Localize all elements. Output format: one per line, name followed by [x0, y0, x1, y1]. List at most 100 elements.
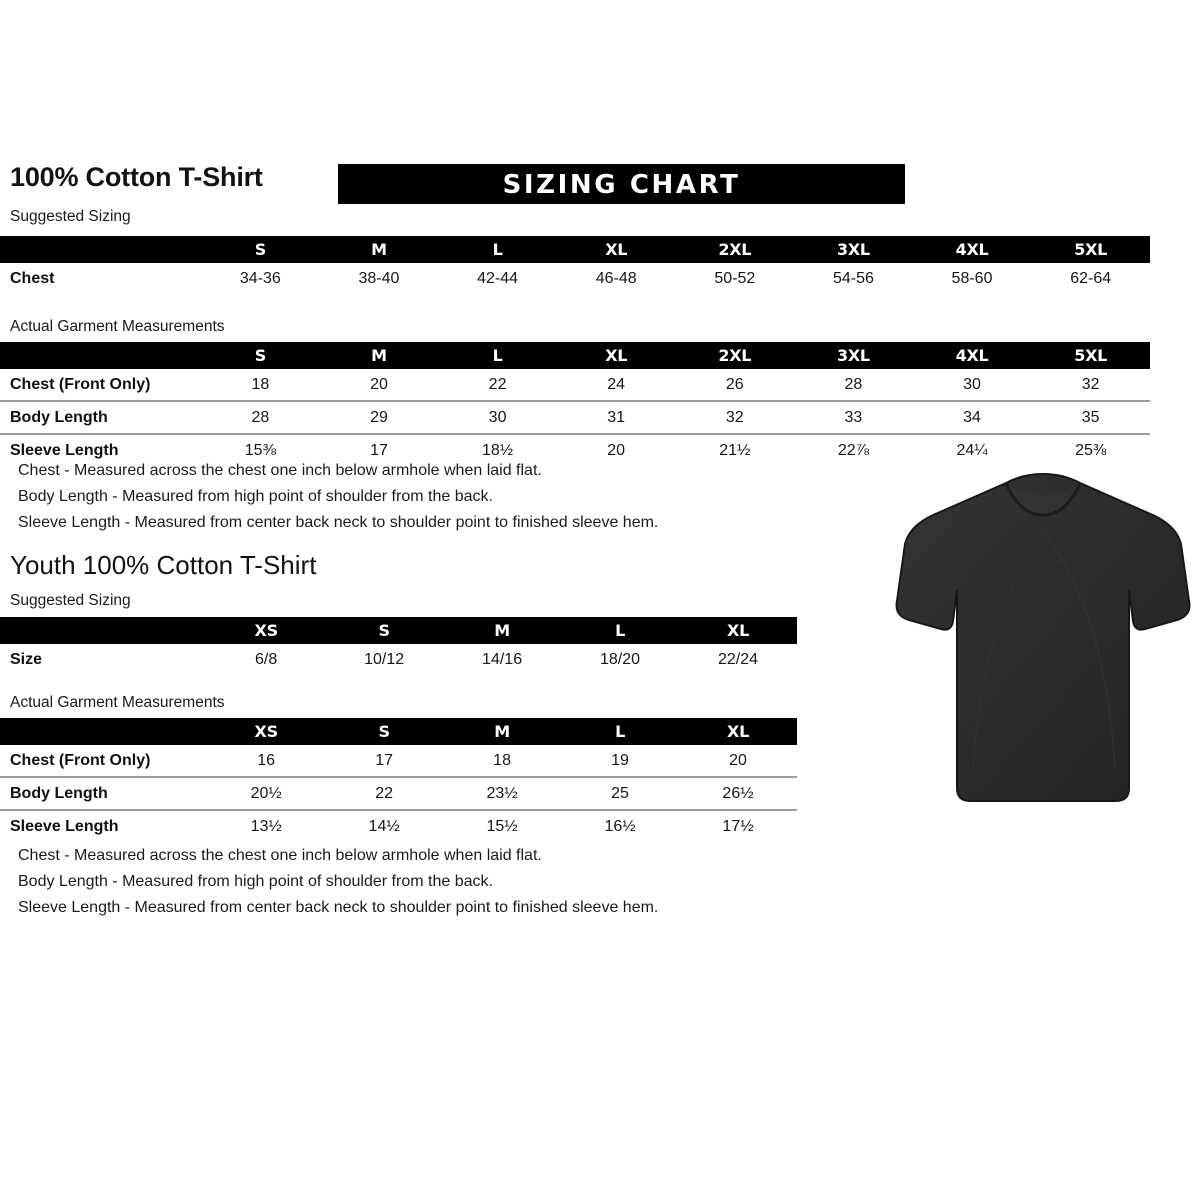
adult-note-1: Chest - Measured across the chest one in… [18, 462, 542, 479]
column-header-2xl: 2XL [675, 236, 795, 263]
youth-suggested-sizing-table: XS S M L XL Size 6/8 10/12 14/16 18/20 22/24 [0, 617, 797, 676]
cell-3xl: 28 [844, 375, 863, 393]
adult-note-3: Sleeve Length - Measured from center bac… [18, 514, 659, 531]
column-header-s: S [201, 236, 320, 263]
table-row: Chest (Front Only) 16 17 18 19 20 [0, 745, 797, 777]
youth-measurements-caption: Actual Garment Measurements [10, 694, 225, 711]
column-header-5xl: 5XL [1031, 342, 1150, 369]
cell-m: 20 [370, 375, 388, 393]
column-header-m: M [443, 718, 562, 745]
column-header-xl: XL [556, 342, 676, 369]
cell-m: 18 [493, 751, 511, 769]
adult-measurements-caption: Actual Garment Measurements [10, 318, 225, 335]
column-header-xl: XL [556, 236, 676, 263]
table-row: Size 6/8 10/12 14/16 18/20 22/24 [0, 644, 797, 676]
cell-m: 38-40 [358, 270, 400, 287]
youth-suggested-body: XS S M L XL Size 6/8 10/12 14/16 18/20 22/24 [0, 617, 797, 676]
column-header-m: M [319, 236, 439, 263]
column-header-s: S [325, 617, 444, 644]
adult-measurement-notes: Chest - Measured across the chest one in… [18, 458, 658, 536]
row-label: Size [10, 651, 43, 668]
column-header-4xl: 4XL [912, 342, 1032, 369]
cell-l: 42-44 [477, 270, 519, 287]
youth-measure-header-corner [0, 718, 208, 745]
cell-4xl: 34 [912, 400, 1032, 434]
cell-xl: 17½ [679, 809, 797, 842]
adult-note-2: Body Length - Measured from high point o… [18, 488, 493, 505]
adult-measure-header-row: S M L XL 2XL 3XL 4XL 5XL [0, 342, 1150, 369]
column-header-xl: XL [679, 718, 797, 745]
cell-xl: 24 [607, 375, 626, 393]
table-row: Chest (Front Only) 18 20 22 24 26 28 30 32 [0, 369, 1150, 401]
cell-s: 17 [375, 751, 394, 769]
youth-suggested-header-corner [0, 617, 208, 644]
cell-m: 15½ [443, 809, 562, 842]
cell-4xl: 58-60 [951, 270, 993, 287]
cell-5xl: 35 [1031, 400, 1150, 434]
adult-suggested-caption: Suggested Sizing [10, 208, 131, 225]
column-header-3xl: 3XL [794, 342, 913, 369]
table-row: Body Length 20½ 22 23½ 25 26½ [0, 776, 797, 810]
column-header-2xl: 2XL [675, 342, 795, 369]
cell-l: 16½ [561, 809, 679, 842]
table-row: Chest 34-36 38-40 42-44 46-48 50-52 54-56 58-60… [0, 263, 1150, 295]
youth-suggested-caption: Suggested Sizing [10, 592, 131, 609]
youth-suggested-header-row: XS S M L XL [0, 617, 797, 644]
youth-note-2: Body Length - Measured from high point o… [18, 873, 493, 890]
cell-xl: 26½ [679, 776, 797, 810]
youth-note-3: Sleeve Length - Measured from center bac… [18, 899, 659, 916]
adult-suggested-body: S M L XL 2XL 3XL 4XL 5XL Chest 34-36 38-40 42-44 46-… [0, 236, 1150, 295]
column-header-s: S [201, 342, 320, 369]
cell-2xl: 50-52 [714, 270, 756, 287]
adult-measure-header-corner [0, 342, 202, 369]
cell-l: 22 [488, 375, 507, 393]
cell-l: 30 [438, 400, 557, 434]
row-label: Chest (Front Only) [10, 751, 151, 769]
cell-xs: 16 [257, 751, 276, 769]
cell-5xl: 25⅜ [1031, 433, 1150, 466]
cell-xs: 6/8 [255, 651, 278, 668]
cell-xl: 20 [556, 433, 676, 466]
adult-suggested-header-corner [0, 236, 202, 263]
cell-xl: 22/24 [717, 651, 759, 668]
row-label: Chest (Front Only) [10, 375, 151, 393]
cell-2xl: 26 [725, 375, 744, 393]
cell-xl: 31 [556, 400, 676, 434]
cell-s: 34-36 [239, 270, 281, 287]
table-row: Body Length 28 29 30 31 32 33 34 35 [0, 400, 1150, 434]
youth-measurements-table: XS S M L XL Chest (Front Only) 16 17 18 19 20 Body … [0, 718, 797, 842]
cell-xl: 20 [729, 751, 747, 769]
cell-l: 18½ [438, 433, 557, 466]
cell-s: 10/12 [364, 651, 405, 668]
cell-m: 17 [319, 433, 439, 466]
page-title: 100% Cotton T-Shirt [10, 162, 263, 192]
cell-xs: 13½ [207, 809, 326, 842]
cell-s: 14½ [325, 809, 444, 842]
column-header-xl: XL [679, 617, 797, 644]
cell-s: 28 [201, 400, 320, 434]
column-header-xs: XS [207, 617, 326, 644]
cell-3xl: 54-56 [832, 270, 874, 287]
cell-s: 15⅜ [201, 433, 320, 466]
row-label: Sleeve Length [0, 433, 202, 466]
cell-xs: 20½ [207, 776, 326, 810]
cell-5xl: 32 [1081, 375, 1100, 393]
banner-label: SIZING CHART [502, 170, 741, 200]
row-label: Body Length [0, 776, 208, 810]
row-label: Body Length [0, 400, 202, 434]
cell-3xl: 22⅞ [794, 433, 913, 466]
row-label: Chest [10, 270, 55, 287]
adult-measurements-table: S M L XL 2XL 3XL 4XL 5XL Chest (Front Only) 18 20 2… [0, 342, 1150, 466]
table-row: Sleeve Length 15⅜ 17 18½ 20 21½ 22⅞ 24¼ 25⅜ [0, 433, 1150, 466]
cell-xl: 46-48 [595, 270, 637, 287]
cell-m: 14/16 [482, 651, 523, 668]
adult-suggested-header-row: S M L XL 2XL 3XL 4XL 5XL [0, 236, 1150, 263]
adult-measurements-body: S M L XL 2XL 3XL 4XL 5XL Chest (Front Only) 18 20 2… [0, 342, 1150, 466]
cell-3xl: 33 [794, 400, 913, 434]
column-header-s: S [325, 718, 444, 745]
cell-5xl: 62-64 [1070, 270, 1112, 287]
table-row: Sleeve Length 13½ 14½ 15½ 16½ 17½ [0, 809, 797, 842]
youth-measurements-body: XS S M L XL Chest (Front Only) 16 17 18 19 20 Body … [0, 718, 797, 842]
adult-suggested-sizing-table: S M L XL 2XL 3XL 4XL 5XL Chest 34-36 38-40 42-44 46-… [0, 236, 1150, 295]
